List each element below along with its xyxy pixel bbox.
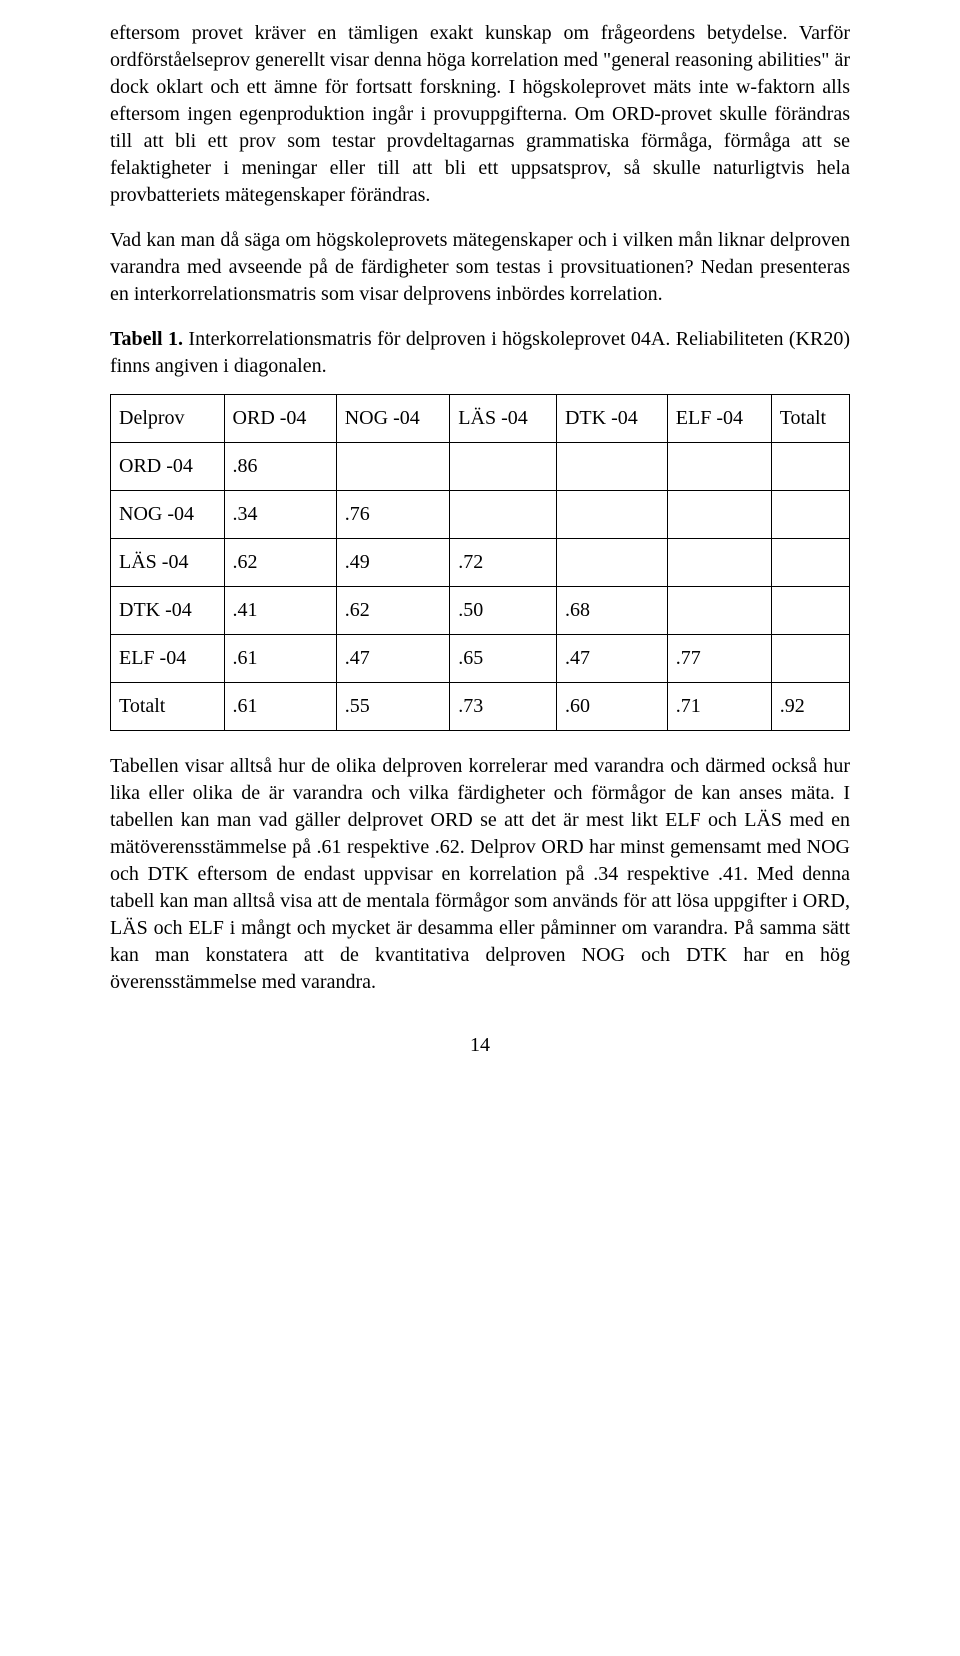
table-cell: .86	[224, 443, 336, 491]
table-row: NOG -04 .34 .76	[111, 491, 850, 539]
table-caption: Tabell 1. Interkorrelationsmatris för de…	[110, 326, 850, 380]
table-header-cell: LÄS -04	[450, 395, 557, 443]
table-cell: .41	[224, 587, 336, 635]
table-cell	[450, 491, 557, 539]
table-cell: .55	[336, 683, 450, 731]
correlation-table: Delprov ORD -04 NOG -04 LÄS -04 DTK -04 …	[110, 394, 850, 731]
table-caption-label: Tabell 1.	[110, 328, 183, 350]
table-row: LÄS -04 .62 .49 .72	[111, 539, 850, 587]
table-cell: .62	[336, 587, 450, 635]
table-cell	[556, 539, 667, 587]
table-cell: .92	[771, 683, 849, 731]
table-row: ORD -04 .86	[111, 443, 850, 491]
table-cell: NOG -04	[111, 491, 225, 539]
table-cell	[771, 443, 849, 491]
table-cell	[667, 443, 771, 491]
table-cell: .68	[556, 587, 667, 635]
table-cell: .61	[224, 683, 336, 731]
table-cell	[450, 443, 557, 491]
table-cell: DTK -04	[111, 587, 225, 635]
table-row: DTK -04 .41 .62 .50 .68	[111, 587, 850, 635]
table-cell: .34	[224, 491, 336, 539]
table-cell: Totalt	[111, 683, 225, 731]
table-cell: ELF -04	[111, 635, 225, 683]
table-cell: .65	[450, 635, 557, 683]
table-header-row: Delprov ORD -04 NOG -04 LÄS -04 DTK -04 …	[111, 395, 850, 443]
table-cell	[771, 491, 849, 539]
table-cell	[556, 491, 667, 539]
table-cell	[667, 491, 771, 539]
table-cell	[667, 587, 771, 635]
table-cell: .62	[224, 539, 336, 587]
table-cell: .73	[450, 683, 557, 731]
table-header-cell: ORD -04	[224, 395, 336, 443]
table-cell	[771, 635, 849, 683]
table-cell: .47	[336, 635, 450, 683]
table-header-cell: ELF -04	[667, 395, 771, 443]
table-cell	[771, 539, 849, 587]
table-header-cell: Delprov	[111, 395, 225, 443]
table-cell: .76	[336, 491, 450, 539]
table-cell: .49	[336, 539, 450, 587]
table-row: Totalt .61 .55 .73 .60 .71 .92	[111, 683, 850, 731]
table-cell: .71	[667, 683, 771, 731]
table-row: ELF -04 .61 .47 .65 .47 .77	[111, 635, 850, 683]
table-cell	[556, 443, 667, 491]
table-cell	[667, 539, 771, 587]
body-paragraph-3: Tabellen visar alltså hur de olika delpr…	[110, 753, 850, 996]
page-number: 14	[110, 1032, 850, 1059]
table-cell: .61	[224, 635, 336, 683]
table-caption-text: Interkorrelationsmatris för delproven i …	[110, 328, 850, 377]
table-cell: .50	[450, 587, 557, 635]
table-cell	[771, 587, 849, 635]
body-paragraph-2: Vad kan man då säga om högskoleprovets m…	[110, 227, 850, 308]
table-header-cell: Totalt	[771, 395, 849, 443]
table-cell	[336, 443, 450, 491]
table-header-cell: DTK -04	[556, 395, 667, 443]
table-cell: .60	[556, 683, 667, 731]
table-cell: LÄS -04	[111, 539, 225, 587]
table-header-cell: NOG -04	[336, 395, 450, 443]
table-cell: ORD -04	[111, 443, 225, 491]
body-paragraph-1: eftersom provet kräver en tämligen exakt…	[110, 20, 850, 209]
table-cell: .77	[667, 635, 771, 683]
table-cell: .47	[556, 635, 667, 683]
table-cell: .72	[450, 539, 557, 587]
